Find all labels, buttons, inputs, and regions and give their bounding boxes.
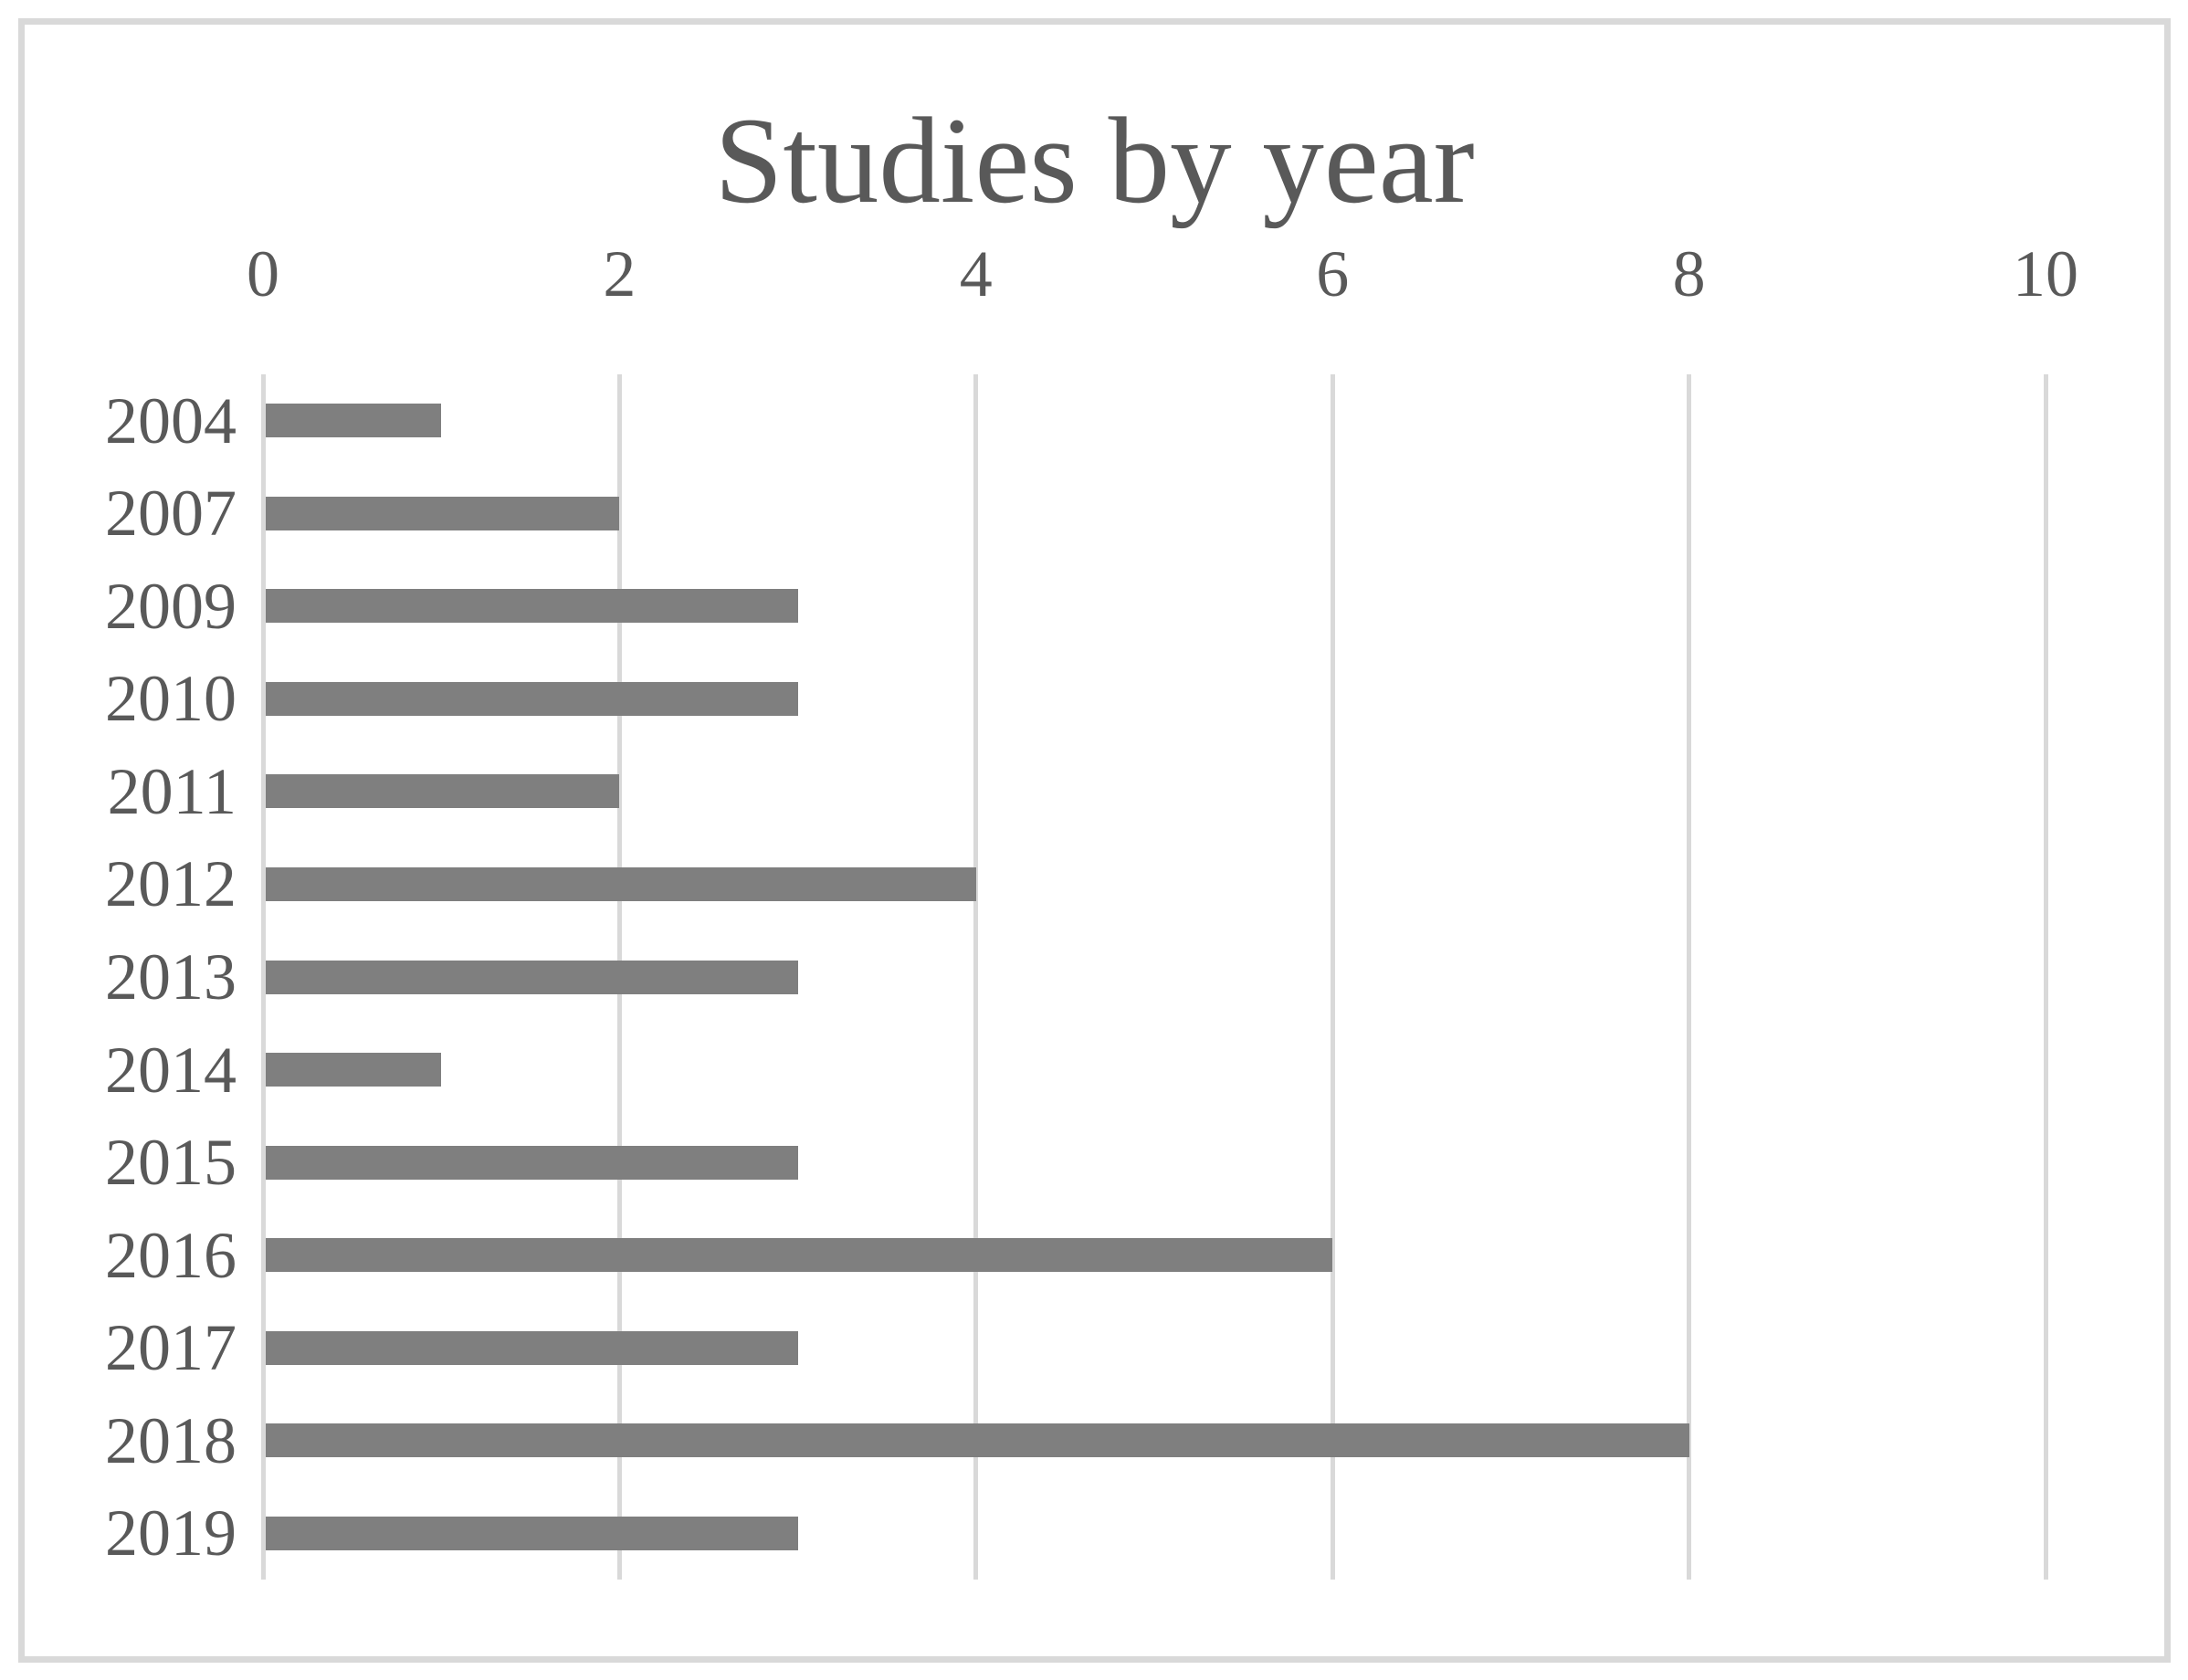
- y-axis-label: 2017: [105, 1311, 237, 1385]
- x-axis-tick-label: 8: [1672, 237, 1706, 310]
- chart-frame: Studies by year 0 2 4 6 8 10 2004 2007 2009 2010…: [18, 18, 2171, 1663]
- gridline: [1330, 374, 1335, 1580]
- y-axis-label: 2007: [105, 477, 237, 551]
- y-axis-line: [260, 374, 266, 1580]
- y-axis-label: 2012: [105, 847, 237, 921]
- bar: [265, 774, 620, 809]
- y-axis-label: 2019: [105, 1496, 237, 1570]
- bar: [265, 589, 798, 624]
- bar: [265, 681, 798, 716]
- gridline: [973, 374, 979, 1580]
- bar: [265, 404, 442, 438]
- bar: [265, 1053, 442, 1087]
- y-axis-label: 2016: [105, 1218, 237, 1292]
- gridline: [1687, 374, 1692, 1580]
- x-axis-tick-label: 0: [247, 237, 279, 310]
- bar: [265, 960, 798, 994]
- x-axis-tick-label: 10: [2013, 237, 2078, 310]
- y-axis-label: 2011: [107, 754, 237, 828]
- x-axis-tick-label: 2: [603, 237, 636, 310]
- bar: [265, 1330, 798, 1365]
- y-axis-label: 2018: [105, 1403, 237, 1477]
- x-axis-tick-label: 4: [959, 237, 993, 310]
- bar: [265, 1516, 798, 1550]
- chart-title: Studies by year: [714, 93, 1475, 229]
- y-axis-label: 2015: [105, 1126, 237, 1200]
- bar: [265, 1423, 1689, 1458]
- y-axis-label: 2014: [105, 1033, 237, 1107]
- y-axis-label: 2009: [105, 569, 237, 643]
- bar: [265, 1145, 798, 1180]
- y-axis-label: 2010: [105, 662, 237, 736]
- y-axis-label: 2004: [105, 383, 237, 457]
- x-axis-tick-label: 6: [1316, 237, 1350, 310]
- bar: [265, 866, 976, 901]
- y-axis-label: 2013: [105, 940, 237, 1013]
- bar: [265, 496, 620, 530]
- bar: [265, 1238, 1333, 1273]
- gridline: [2043, 374, 2048, 1580]
